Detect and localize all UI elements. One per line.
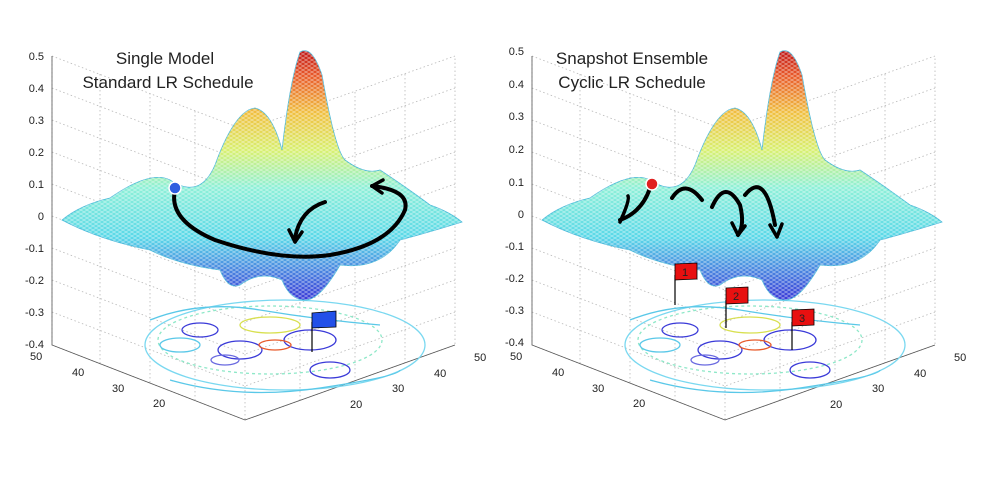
chart-panel-snapshot-ensemble: 0.5 0.4 0.3 0.2 0.1 0 -0.1 -0.2 -0.3 -0.… (505, 46, 966, 421)
minimum-flag-3: 3 (791, 308, 815, 350)
z-tick: -0.1 (25, 243, 44, 255)
x-axis: 50 40 30 20 (30, 351, 165, 410)
loss-surface (541, 50, 943, 301)
y-tick: 20 (350, 399, 362, 411)
x-tick: 30 (112, 383, 124, 395)
y-tick: 50 (474, 352, 486, 364)
x-tick: 20 (633, 398, 645, 410)
minimum-flag-1: 1 (674, 262, 698, 305)
z-tick: 0.4 (29, 83, 44, 95)
z-tick: 0.2 (29, 147, 44, 159)
y-tick: 30 (872, 383, 884, 395)
y-tick: 30 (392, 383, 404, 395)
chart-title-line2: Standard LR Schedule (82, 73, 253, 92)
y-tick: 20 (830, 399, 842, 411)
start-marker (645, 177, 659, 191)
x-tick: 50 (30, 351, 42, 363)
z-tick: 0.1 (29, 179, 44, 191)
z-tick: -0.1 (505, 241, 524, 253)
z-tick: 0.5 (29, 51, 44, 63)
start-marker (168, 181, 182, 195)
contour-plot (144, 299, 426, 394)
z-tick: 0.3 (29, 115, 44, 127)
contour-plot (624, 299, 906, 394)
z-tick: 0.5 (509, 46, 524, 58)
flag-label: 3 (799, 313, 805, 325)
flag-label: 2 (733, 291, 739, 303)
chart-title-line2: Cyclic LR Schedule (558, 73, 705, 92)
flag-label: 1 (682, 267, 688, 279)
chart-title-line1: Snapshot Ensemble (556, 49, 708, 68)
z-tick: -0.3 (25, 307, 44, 319)
minimum-flag-2: 2 (725, 286, 749, 328)
sgd-trajectory (172, 178, 408, 259)
y-tick: 40 (914, 368, 926, 380)
chart-panel-single-model: 0.5 0.4 0.3 0.2 0.1 0 -0.1 -0.2 -0.3 -0.… (25, 49, 486, 421)
x-tick: 40 (72, 367, 84, 379)
x-axis: 50 40 30 20 (510, 351, 645, 410)
z-axis: 0.5 0.4 0.3 0.2 0.1 0 -0.1 -0.2 -0.3 -0.… (25, 51, 44, 351)
z-tick: -0.2 (25, 275, 44, 287)
z-tick: -0.4 (25, 339, 44, 351)
z-tick: 0.1 (509, 177, 524, 189)
z-tick: 0 (38, 211, 44, 223)
loss-surface (61, 50, 463, 301)
z-tick: 0.4 (509, 79, 524, 91)
x-tick: 20 (153, 398, 165, 410)
minimum-flag (311, 310, 337, 352)
y-tick: 40 (434, 368, 446, 380)
z-tick: 0 (518, 209, 524, 221)
y-tick: 50 (954, 352, 966, 364)
z-axis: 0.5 0.4 0.3 0.2 0.1 0 -0.1 -0.2 -0.3 -0.… (505, 46, 524, 349)
z-tick: -0.3 (505, 305, 524, 317)
x-tick: 30 (592, 383, 604, 395)
sgd-trajectory (618, 185, 784, 239)
x-tick: 50 (510, 351, 522, 363)
z-tick: -0.4 (505, 337, 524, 349)
z-tick: 0.3 (509, 111, 524, 123)
z-tick: -0.2 (505, 273, 524, 285)
x-tick: 40 (552, 367, 564, 379)
z-tick: 0.2 (509, 144, 524, 156)
y-axis: 20 30 40 50 (830, 352, 966, 411)
y-axis: 20 30 40 50 (350, 352, 486, 411)
chart-title-line1: Single Model (116, 49, 214, 68)
